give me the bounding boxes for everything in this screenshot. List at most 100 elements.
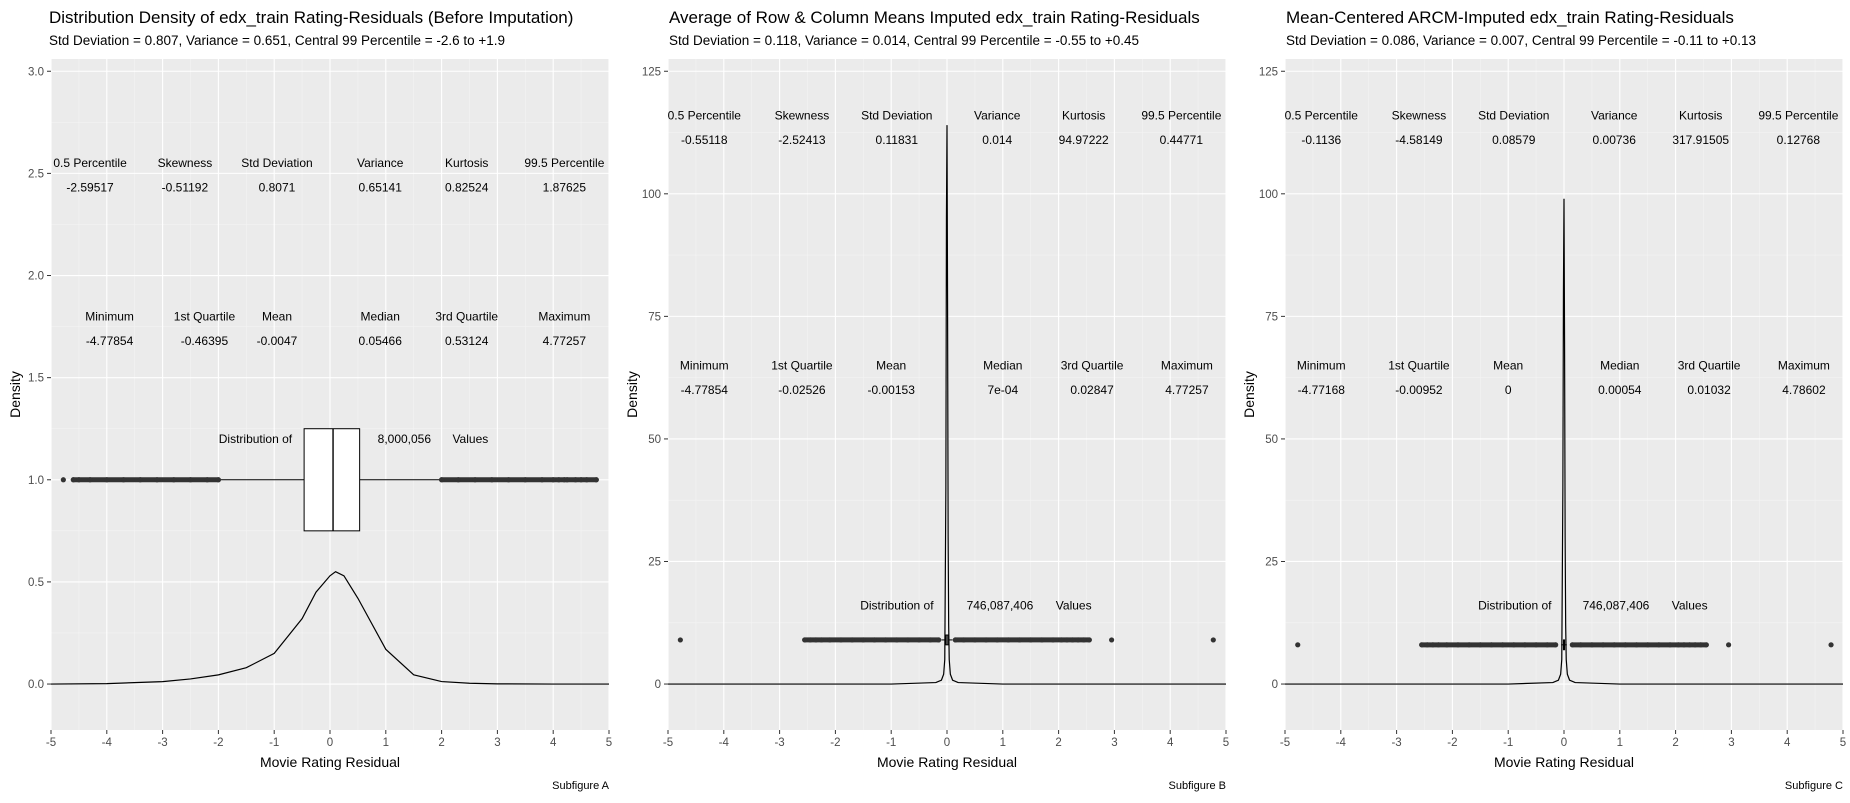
stat-label: 99.5 Percentile (1141, 108, 1221, 122)
stat-label: Kurtosis (1679, 108, 1722, 122)
boxplot-outlier (120, 477, 127, 483)
boxplot-outlier (1698, 642, 1704, 648)
boxplot-outlier (522, 477, 528, 483)
boxplot-outlier (1667, 642, 1673, 648)
boxplot-outlier (1444, 642, 1450, 648)
stat-value: 0.12768 (1777, 133, 1821, 147)
boxplot-outlier (171, 477, 177, 483)
boxplot-outlier (1553, 642, 1559, 648)
stat-value: 0.05466 (359, 334, 403, 348)
boxplot-outlier (1500, 642, 1506, 648)
stat-label: 1st Quartile (771, 358, 833, 372)
x-tick-label: -5 (1280, 737, 1290, 749)
boxplot-outlier (1424, 642, 1430, 648)
boxplot-outlier (1522, 642, 1528, 648)
boxplot-outlier (1726, 642, 1732, 648)
boxplot-outlier (1466, 642, 1472, 648)
stat-value: 4.77257 (543, 334, 587, 348)
boxplot-outlier (137, 477, 143, 483)
y-axis-title: Density (1241, 371, 1257, 418)
x-tick-label: 2 (438, 737, 444, 749)
y-tick-label: 0 (1272, 679, 1278, 691)
boxplot-outlier (952, 637, 958, 643)
x-tick-label: 2 (1672, 737, 1678, 749)
y-tick-label: 3.0 (28, 66, 44, 78)
stat-value: -0.0047 (257, 334, 298, 348)
x-axis-title: Movie Rating Residual (877, 754, 1017, 770)
figure-caption: Subfigure B (1169, 780, 1226, 792)
stat-value: -0.02526 (778, 383, 826, 397)
boxplot-outlier (994, 637, 1000, 643)
y-axis-title: Density (624, 371, 640, 418)
stat-value: -0.1136 (1301, 133, 1341, 147)
stat-value: 0.53124 (445, 334, 489, 348)
stat-label: Skewness (158, 156, 213, 170)
stat-value: -4.77854 (681, 383, 729, 397)
x-tick-label: 1 (1617, 737, 1623, 749)
stat-value: 0.44771 (1160, 133, 1204, 147)
y-tick-label: 25 (1265, 556, 1278, 568)
boxplot-outlier (1039, 637, 1045, 643)
boxplot-outlier (1703, 642, 1709, 648)
boxplot-outlier (1611, 642, 1617, 648)
boxplot-outlier (1419, 642, 1425, 648)
x-tick-label: -5 (46, 737, 56, 749)
boxplot-outlier (1050, 637, 1056, 643)
x-tick-label: -3 (1391, 737, 1401, 749)
y-tick-label: 2.0 (28, 271, 44, 283)
chart-subtitle: Std Deviation = 0.118, Variance = 0.014,… (669, 33, 1139, 48)
x-tick-label: -3 (157, 737, 167, 749)
boxplot-outlier (871, 637, 878, 643)
stat-value: 94.97222 (1059, 133, 1109, 147)
x-tick-label: 5 (606, 737, 612, 749)
boxplot-outlier (539, 477, 545, 483)
boxplot-outlier (60, 477, 66, 483)
boxplot-outlier (1016, 637, 1023, 643)
x-tick-label: -1 (269, 737, 279, 749)
x-tick-label: 3 (494, 737, 500, 749)
boxplot-outlier (1058, 637, 1064, 643)
stat-value: -0.00952 (1395, 383, 1443, 397)
stat-label: Std Deviation (1478, 108, 1549, 122)
boxplot-outlier (1028, 637, 1034, 643)
boxplot-outlier (883, 637, 889, 643)
boxplot-outlier (894, 637, 900, 643)
x-tick-label: 2 (1055, 737, 1061, 749)
boxplot-outlier (1681, 642, 1687, 648)
y-tick-label: 125 (642, 66, 661, 78)
stat-value: -4.77854 (86, 334, 134, 348)
stat-label: Variance (357, 156, 404, 170)
stat-value: 0.014 (982, 133, 1012, 147)
boxplot-outlier (455, 477, 461, 483)
boxplot-outlier (556, 477, 562, 483)
y-tick-label: 2.5 (28, 168, 44, 180)
boxplot-outlier (1633, 642, 1640, 648)
boxplot-outlier (983, 637, 989, 643)
stat-value: 0.11831 (876, 133, 919, 147)
x-tick-label: -1 (886, 737, 896, 749)
boxplot-outlier (572, 477, 579, 483)
boxplot-outlier (807, 637, 813, 643)
boxplot-outlier (1675, 642, 1681, 648)
y-tick-label: 100 (642, 189, 661, 201)
x-tick-label: -4 (719, 737, 730, 749)
boxplot-outlier (439, 477, 445, 483)
stat-label: 0.5 Percentile (668, 108, 742, 122)
stat-value: -0.46395 (181, 334, 229, 348)
x-tick-label: -2 (1447, 737, 1457, 749)
stat-value: 0.00736 (1593, 133, 1637, 147)
y-tick-label: 0.0 (28, 679, 44, 691)
chart-title: Mean-Centered ARCM-Imputed edx_train Rat… (1286, 8, 1734, 27)
y-tick-label: 75 (1265, 311, 1278, 323)
boxplot-outlier (1533, 642, 1539, 648)
stat-value: 0 (1505, 383, 1512, 397)
stat-value: 4.77257 (1165, 383, 1209, 397)
boxplot-outlier (838, 637, 844, 643)
stat-value: 0.82524 (445, 181, 489, 195)
x-tick-label: 1 (383, 737, 389, 749)
boxplot-outlier (916, 637, 922, 643)
distribution-count: 746,087,406 (967, 599, 1034, 613)
x-tick-label: 4 (1784, 737, 1791, 749)
boxplot-outlier (204, 477, 210, 483)
